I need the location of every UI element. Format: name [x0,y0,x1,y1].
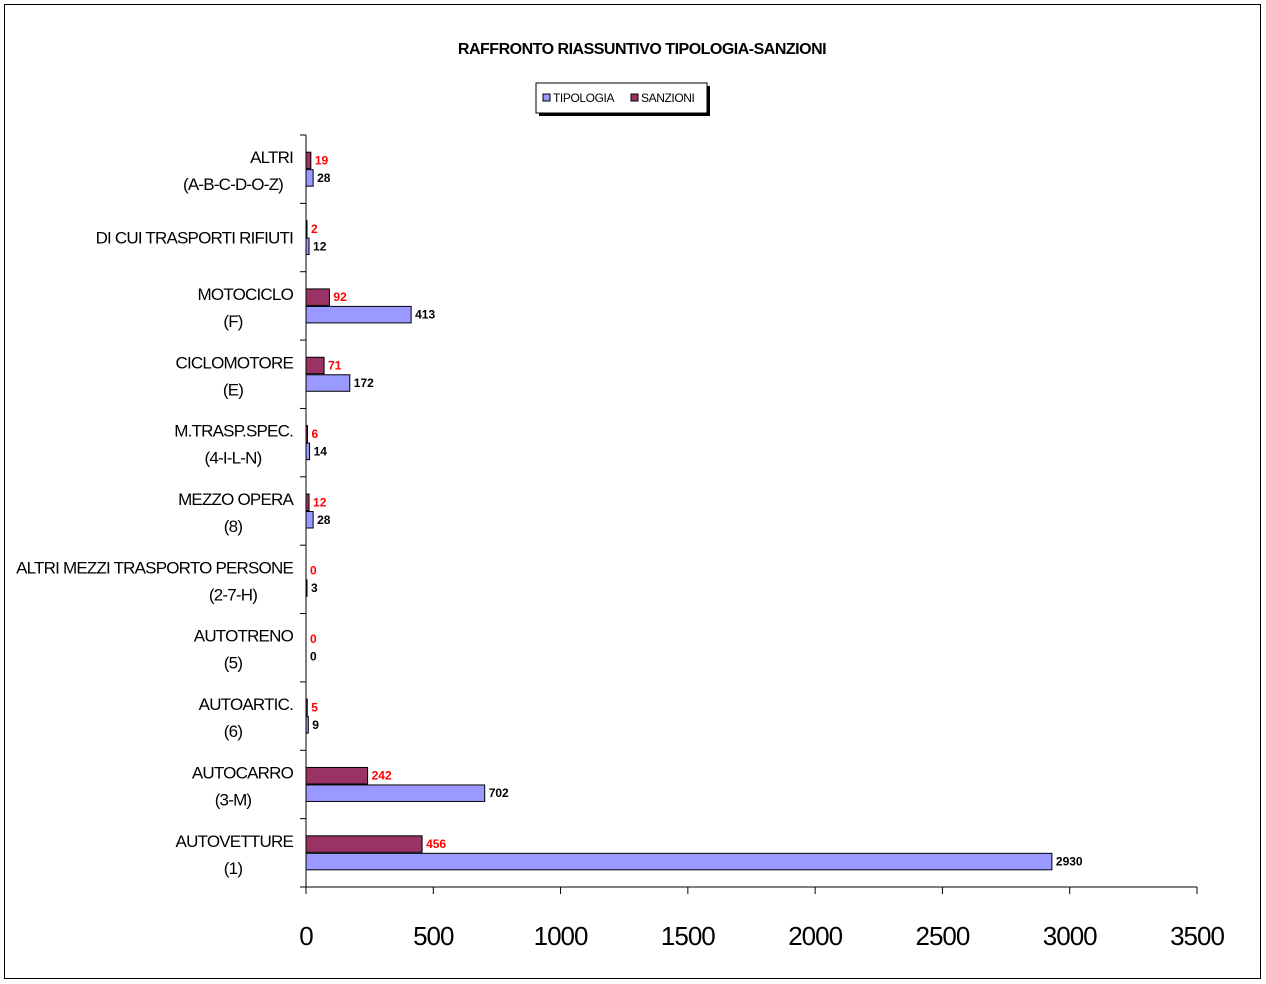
category-sublabel: (A-B-C-D-O-Z) [183,175,283,194]
bar-tipologia [305,716,309,734]
data-label-tipologia: 0 [310,649,317,663]
bar-sanzioni [305,493,310,511]
data-label-sanzioni: 2 [311,222,318,236]
category-label: DI CUI TRASPORTI RIFIUTI [96,229,293,248]
bar-sanzioni [305,151,312,170]
x-tick-label: 1000 [534,921,588,951]
data-label-tipologia: 702 [489,786,509,800]
bar-chart: RAFFRONTO RIASSUNTIVO TIPOLOGIA-SANZIONI… [16,41,1225,951]
bar-sanzioni [305,288,330,306]
data-label-tipologia: 3 [311,581,318,595]
bar-tipologia [305,374,351,392]
bar-tipologia [305,237,310,256]
bar-sanzioni [305,425,309,443]
category-sublabel: (4-I-L-N) [204,449,261,468]
bar-sanzioni [305,698,308,717]
data-label-sanzioni: 0 [310,632,317,646]
category-sublabel: (5) [224,654,243,673]
data-label-tipologia: 413 [415,308,435,322]
data-label-tipologia: 9 [312,718,319,732]
chart-title: RAFFRONTO RIASSUNTIVO TIPOLOGIA-SANZIONI [458,41,826,58]
data-label-tipologia: 172 [354,376,374,390]
data-label-sanzioni: 71 [328,359,342,373]
bar-sanzioni [305,356,325,375]
bar-tipologia [305,579,308,597]
category-label: CICLOMOTORE [176,353,294,372]
category-sublabel: (6) [224,722,243,741]
x-tick-label: 2000 [788,921,842,951]
category-label: ALTRI [250,148,293,167]
data-label-sanzioni: 0 [310,564,317,578]
x-tick-label: 2500 [916,921,970,951]
category-sublabel: (3-M) [215,790,252,809]
category-label: AUTOVETTURE [176,832,294,851]
x-tick-label: 3500 [1170,921,1224,951]
x-tick-label: 1500 [661,921,715,951]
legend-swatch-sanzioni [630,93,639,102]
category-label: AUTOARTIC. [199,695,293,714]
bar-tipologia [305,442,311,461]
bar-tipologia [305,305,412,324]
category-label: MEZZO OPERA [178,490,294,509]
category-label: MOTOCICLO [198,285,294,304]
legend: TIPOLOGIA SANZIONI [535,82,710,116]
bar-tipologia [305,852,1053,871]
chart-frame: RAFFRONTO RIASSUNTIVO TIPOLOGIA-SANZIONI… [4,4,1261,979]
category-label: AUTOTRENO [194,627,294,646]
legend-label-tipologia: TIPOLOGIA [553,91,614,105]
x-tick-label: 0 [299,921,313,951]
category-label: M.TRASP.SPEC. [174,422,293,441]
bar-sanzioni [305,766,369,785]
category-sublabel: (F) [223,312,242,331]
data-label-tipologia: 12 [313,239,327,253]
x-tick-label: 3000 [1043,921,1097,951]
category-sublabel: (2-7-H) [209,585,257,604]
legend-label-sanzioni: SANZIONI [641,91,695,105]
data-label-sanzioni: 5 [311,700,318,714]
plot-area: 0 500 1000 1500 2000 2500 3000 3500AUTOVETTURE(… [16,134,1225,951]
data-label-sanzioni: 92 [333,290,347,304]
data-label-sanzioni: 456 [426,837,446,851]
x-tick-label: 500 [413,921,454,951]
category-label: ALTRI MEZZI TRASPORTO PERSONE [16,558,293,577]
data-label-tipologia: 2930 [1056,855,1083,869]
bar-sanzioni [305,220,308,238]
category-sublabel: (8) [224,517,243,536]
data-label-tipologia: 28 [317,513,331,527]
legend-swatch-tipologia [542,93,551,102]
legend-box [535,82,708,114]
bar-tipologia [305,169,314,187]
bar-tipologia [305,784,486,802]
data-label-sanzioni: 12 [313,495,327,509]
data-label-tipologia: 14 [314,444,328,458]
bar-tipologia [305,511,314,529]
bar-sanzioni [305,835,423,853]
data-label-sanzioni: 6 [312,427,319,441]
category-sublabel: (1) [224,859,243,878]
data-label-tipologia: 28 [317,171,331,185]
data-label-sanzioni: 242 [372,769,392,783]
category-label: AUTOCARRO [192,763,294,782]
category-sublabel: (E) [223,380,243,399]
data-label-sanzioni: 19 [315,153,329,167]
